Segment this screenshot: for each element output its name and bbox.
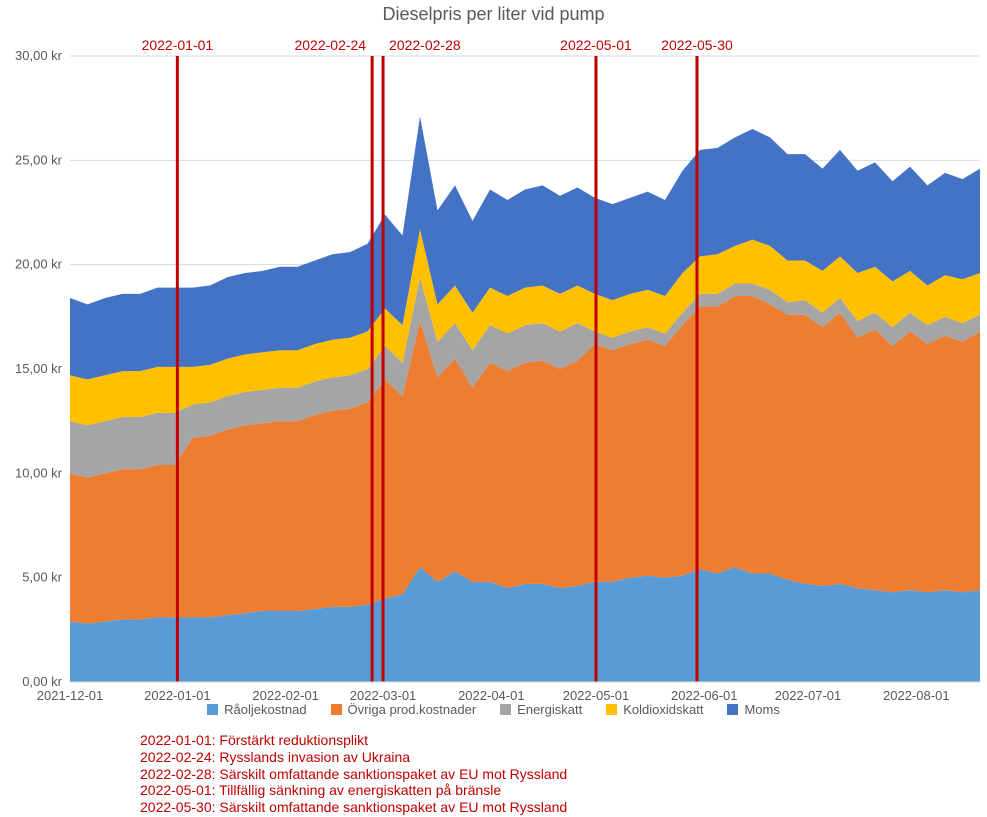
legend-label: Övriga prod.kostnader (348, 702, 477, 717)
legend-swatch (606, 704, 617, 715)
legend-label: Råoljekostnad (224, 702, 306, 717)
annotation-line: 2022-02-28: Särskilt omfattande sanktion… (140, 766, 567, 783)
annotation-line: 2022-01-01: Förstärkt reduktionsplikt (140, 732, 567, 749)
legend-item-ovriga: Övriga prod.kostnader (331, 702, 477, 717)
event-label: 2022-02-28 (389, 37, 461, 53)
x-tick-label: 2022-06-01 (671, 688, 738, 703)
legend-swatch (331, 704, 342, 715)
legend-item-energi: Energiskatt (500, 702, 582, 717)
annotation-line: 2022-05-01: Tillfällig sänkning av energ… (140, 782, 567, 799)
event-label: 2022-02-24 (294, 37, 366, 53)
chart-container: Dieselpris per liter vid pump 2022-01-01… (0, 0, 987, 817)
legend-label: Moms (744, 702, 779, 717)
legend-item-moms: Moms (727, 702, 779, 717)
y-tick-label: 20,00 kr (15, 257, 63, 272)
x-tick-label: 2022-08-01 (883, 688, 950, 703)
event-label: 2022-01-01 (142, 37, 214, 53)
y-tick-label: 15,00 kr (15, 361, 63, 376)
event-label: 2022-05-01 (560, 37, 632, 53)
chart-title: Dieselpris per liter vid pump (0, 4, 987, 25)
y-tick-label: 10,00 kr (15, 465, 63, 480)
annotation-list: 2022-01-01: Förstärkt reduktionsplikt202… (140, 732, 567, 816)
x-tick-label: 2022-01-01 (144, 688, 211, 703)
legend-label: Energiskatt (517, 702, 582, 717)
x-axis: 2021-12-01 2022-01-01 2022-02-01 2022-03-01… (37, 688, 950, 703)
x-tick-label: 2022-02-01 (252, 688, 319, 703)
legend-label: Koldioxidskatt (623, 702, 703, 717)
annotation-line: 2022-05-30: Särskilt omfattande sanktion… (140, 799, 567, 816)
annotation-line: 2022-02-24: Rysslands invasion av Ukrain… (140, 749, 567, 766)
x-tick-label: 2022-05-01 (563, 688, 630, 703)
legend-item-co2: Koldioxidskatt (606, 702, 703, 717)
event-label: 2022-05-30 (661, 37, 733, 53)
y-tick-label: 0,00 kr (22, 674, 62, 689)
y-tick-label: 30,00 kr (15, 48, 63, 63)
area-series-group (70, 117, 980, 682)
x-tick-label: 2022-03-01 (350, 688, 417, 703)
legend-swatch (727, 704, 738, 715)
legend-swatch (500, 704, 511, 715)
y-axis: 0,00 kr 5,00 kr 10,00 kr 15,00 kr 20,00 kr 25… (15, 48, 63, 689)
legend-item-raolja: Råoljekostnad (207, 702, 306, 717)
stacked-area-chart: 2022-01-01 2022-02-24 2022-02-28 2022-05-01… (0, 24, 987, 724)
legend-swatch (207, 704, 218, 715)
x-tick-label: 2022-07-01 (775, 688, 842, 703)
x-tick-label: 2022-04-01 (458, 688, 525, 703)
legend: Råoljekostnad Övriga prod.kostnader Energi… (0, 702, 987, 718)
x-tick-label: 2021-12-01 (37, 688, 104, 703)
y-tick-label: 5,00 kr (22, 570, 62, 585)
y-tick-label: 25,00 kr (15, 152, 63, 167)
